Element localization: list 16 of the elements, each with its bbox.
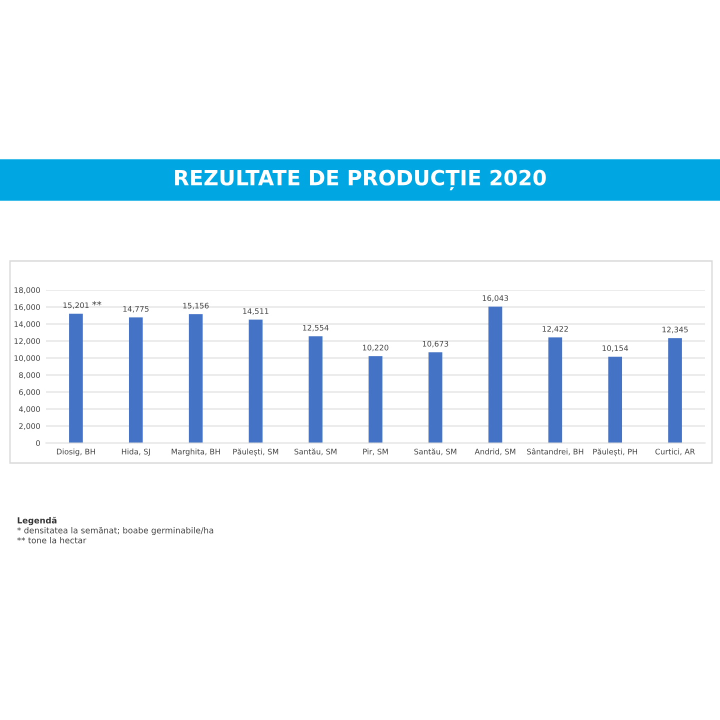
bar	[368, 356, 382, 443]
bar	[128, 317, 143, 443]
bar	[308, 336, 322, 443]
bar	[69, 314, 83, 443]
bar	[248, 320, 263, 443]
bar	[488, 306, 502, 443]
text: Legendă	[18, 516, 56, 526]
bar	[608, 356, 622, 443]
text: ** tone la hectar	[17, 536, 86, 544]
bar	[428, 352, 442, 443]
annotation: **	[92, 301, 102, 306]
text: * densitatea la semănat; boabe germinabile/ha	[17, 526, 214, 536]
chart-title: REZULTATE DE PRODUCȚIE 2020	[175, 170, 546, 190]
bar	[188, 314, 203, 443]
bar	[548, 337, 562, 443]
bar	[668, 338, 682, 443]
